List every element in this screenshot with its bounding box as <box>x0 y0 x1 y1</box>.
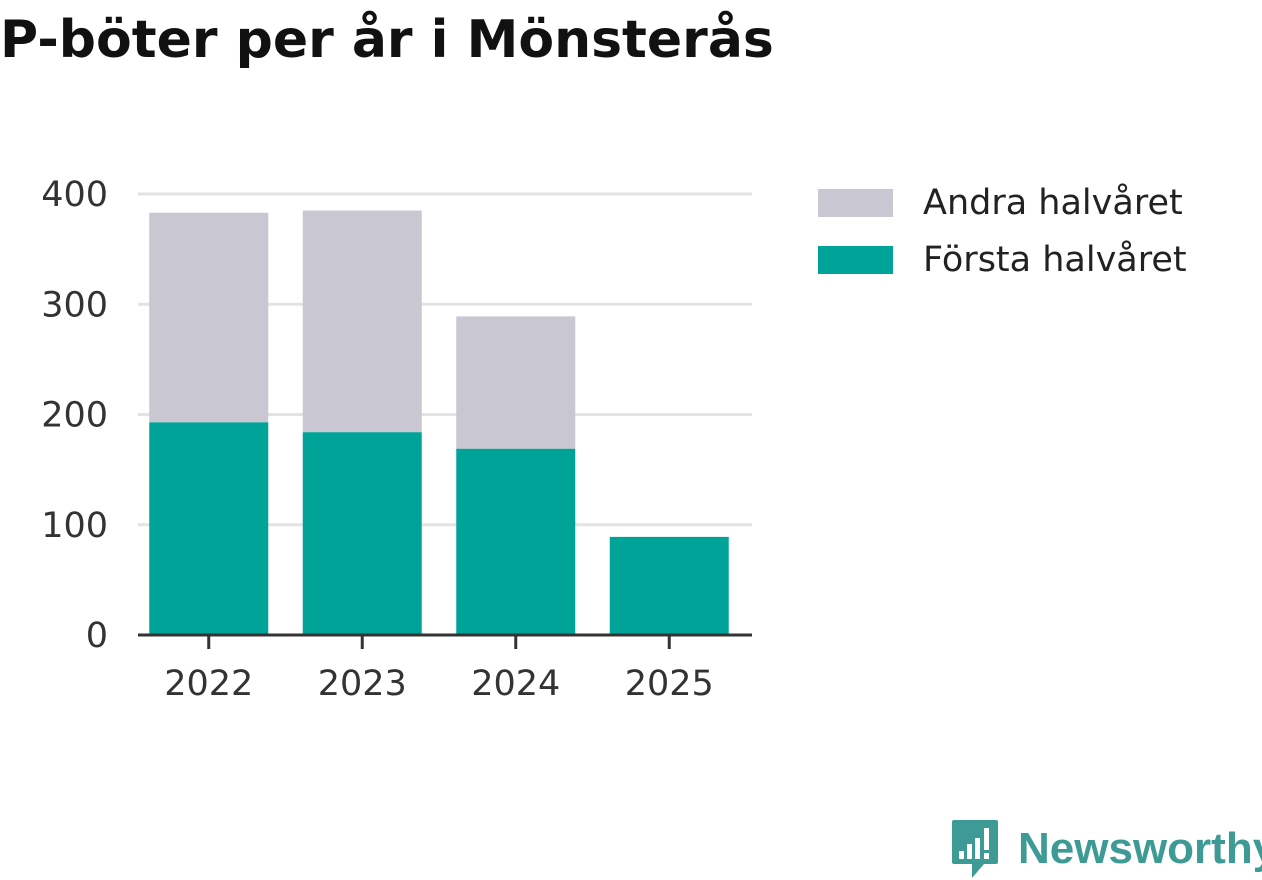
chart-legend: Andra halvåret Första halvåret <box>818 180 1187 294</box>
bar-forsta-2024 <box>456 448 576 635</box>
legend-swatch-andra <box>818 189 893 217</box>
bar-forsta-2025 <box>609 536 729 635</box>
bar-forsta-2022 <box>149 422 269 635</box>
legend-item-andra: Andra halvåret <box>818 180 1187 226</box>
x-tick-label-2024: 2024 <box>471 664 560 704</box>
newsworthy-logo: Newsworthy <box>950 818 1262 880</box>
legend-label-andra: Andra halvåret <box>923 183 1183 223</box>
y-tick-label-400: 400 <box>41 175 108 215</box>
y-tick-label-200: 200 <box>41 396 108 436</box>
bar-forsta-2023 <box>302 432 422 635</box>
legend-label-forsta: Första halvåret <box>923 240 1187 280</box>
y-tick-label-0: 0 <box>86 616 108 656</box>
x-tick-label-2023: 2023 <box>318 664 407 704</box>
y-tick-label-300: 300 <box>41 285 108 325</box>
brand-name: Newsworthy <box>1018 824 1262 873</box>
x-tick-label-2022: 2022 <box>164 664 253 704</box>
bar-andra-2023 <box>302 210 422 433</box>
newsworthy-logo-icon <box>952 820 998 878</box>
legend-item-forsta: Första halvåret <box>818 237 1187 283</box>
bar-andra-2024 <box>456 316 576 449</box>
bar-andra-2022 <box>149 212 269 423</box>
chart-title: P-böter per år i Mönsterås <box>0 10 774 70</box>
x-tick-label-2025: 2025 <box>625 664 714 704</box>
legend-swatch-forsta <box>818 246 893 274</box>
y-tick-label-100: 100 <box>41 506 108 546</box>
